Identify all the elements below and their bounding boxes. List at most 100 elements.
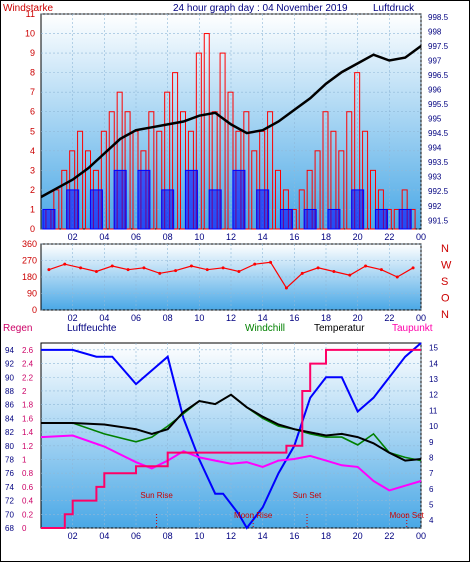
climate-series xyxy=(40,342,422,530)
humidity-tick-label: 78 xyxy=(5,455,14,464)
temperature-tick-label: 7 xyxy=(429,469,434,478)
wind-gust-bar xyxy=(113,169,127,230)
wind-speed-bar xyxy=(362,130,369,230)
x-tick-label: 22 xyxy=(384,232,394,242)
rain-tick-label: 0.8 xyxy=(22,469,34,478)
wind-direction-point xyxy=(126,268,130,272)
wind-gust-bar xyxy=(256,189,270,230)
astro-label: Moon Rise xyxy=(234,511,273,520)
temperatur-label: Temperatur xyxy=(314,323,365,334)
y-right-tick-label: 992 xyxy=(428,202,442,211)
wind-direction-point xyxy=(110,264,114,268)
y-left-tick-label: 3 xyxy=(30,165,35,175)
compass-label: W xyxy=(441,260,452,272)
x-tick-label: 14 xyxy=(258,232,268,242)
wind-speed-bar xyxy=(275,169,281,230)
x-tick-label: 20 xyxy=(353,313,363,323)
wind-direction-point xyxy=(221,266,225,270)
temperature-tick-label: 6 xyxy=(429,485,434,494)
x-tick-label: 04 xyxy=(99,531,109,541)
x-tick-label: 08 xyxy=(163,531,173,541)
wind-direction-point xyxy=(189,264,193,268)
wind-direction-point xyxy=(300,271,304,275)
wind-gust-bar xyxy=(232,169,246,230)
wind-direction-point xyxy=(142,266,146,270)
compass-label: S xyxy=(441,276,448,288)
rain-tick-label: 1.8 xyxy=(22,401,34,410)
y-right-tick-label: 991.5 xyxy=(428,216,449,225)
x-tick-label: 12 xyxy=(226,232,236,242)
direction-series xyxy=(47,260,415,290)
x-tick-label: 00 xyxy=(416,232,426,242)
temperature-tick-label: 15 xyxy=(429,344,438,353)
wind-speed-bar xyxy=(203,33,210,230)
y-right-tick-label: 995 xyxy=(428,115,442,124)
x-tick-label: 18 xyxy=(321,313,331,323)
wind-speed-bar xyxy=(370,169,376,230)
wind-direction-point xyxy=(348,273,352,277)
rain-tick-label: 0.6 xyxy=(22,483,34,492)
wind-direction-point xyxy=(47,268,51,272)
direction-axis-ticks: 02 04 06 08 10 12 14 16 18 20 22 00360270180900NWSO… xyxy=(22,239,452,323)
luftfeuchte-label: Luftfeuchte xyxy=(67,323,117,334)
taupunkt-label: Taupunkt xyxy=(392,323,433,334)
regen-label: Regen xyxy=(3,323,32,334)
x-tick-label: 10 xyxy=(194,313,204,323)
x-tick-label: 16 xyxy=(289,531,299,541)
x-tick-label: 06 xyxy=(131,313,141,323)
rain-tick-label: 0.2 xyxy=(22,510,34,519)
y-left-tick-label: 5 xyxy=(30,126,35,136)
regen-line xyxy=(41,348,421,529)
wind-speed-bar xyxy=(156,130,163,230)
wind-gust-bar xyxy=(351,189,365,230)
wind-direction-line xyxy=(48,261,414,289)
direction-tick-label: 270 xyxy=(22,256,37,266)
wind-gust-bar xyxy=(327,208,341,230)
wind-direction-point xyxy=(269,260,273,264)
rain-tick-label: 2 xyxy=(22,387,27,396)
x-tick-label: 20 xyxy=(353,232,363,242)
temperature-tick-label: 13 xyxy=(429,375,438,384)
x-tick-label: 18 xyxy=(321,531,331,541)
wind-gust-bar xyxy=(184,169,198,230)
humidity-tick-label: 74 xyxy=(5,483,14,492)
x-tick-label: 10 xyxy=(194,232,204,242)
temperature-tick-label: 4 xyxy=(429,516,434,525)
y-left-tick-label: 10 xyxy=(25,29,35,39)
wind-direction-point xyxy=(411,266,415,270)
luftfeuchte-line xyxy=(41,342,422,530)
astro-annotations: Sun Rise Sun Set Moon Rise Moon Set xyxy=(140,491,425,528)
windchill-label: Windchill xyxy=(245,323,285,334)
y-right-tick-label: 996.5 xyxy=(428,71,449,80)
wind-direction-point xyxy=(94,270,98,273)
chart-title: 24 hour graph day : 04 November 2019 xyxy=(173,3,348,14)
x-tick-label: 04 xyxy=(99,232,109,242)
wind-direction-point xyxy=(364,264,368,268)
x-tick-label: 14 xyxy=(258,313,268,323)
wind-speed-bar xyxy=(195,52,202,230)
x-tick-label: 20 xyxy=(353,531,363,541)
humidity-tick-label: 70 xyxy=(5,510,14,519)
y-left-tick-label: 9 xyxy=(30,48,35,58)
wind-direction-point xyxy=(253,262,257,266)
x-tick-label: 02 xyxy=(68,232,78,242)
wind-series xyxy=(40,33,422,230)
temperature-tick-label: 11 xyxy=(429,406,438,415)
humidity-tick-label: 94 xyxy=(5,346,14,355)
humidity-tick-label: 90 xyxy=(5,373,14,382)
wind-speed-bar xyxy=(314,150,321,230)
y-right-tick-label: 997.5 xyxy=(428,42,449,51)
pressure-line xyxy=(40,44,422,199)
y-right-tick-label: 995.5 xyxy=(428,100,449,109)
wind-direction-point xyxy=(174,269,178,273)
temperature-tick-label: 5 xyxy=(429,500,434,509)
y-right-tick-label: 998 xyxy=(428,27,442,36)
y-left-tick-label: 8 xyxy=(30,68,35,78)
wind-speed-bar xyxy=(219,52,226,230)
astro-label: Sun Rise xyxy=(140,491,173,500)
rain-tick-label: 2.4 xyxy=(22,360,34,369)
wind-direction-point xyxy=(379,268,383,272)
rain-tick-label: 1 xyxy=(22,455,27,464)
compass-label: O xyxy=(441,293,450,305)
